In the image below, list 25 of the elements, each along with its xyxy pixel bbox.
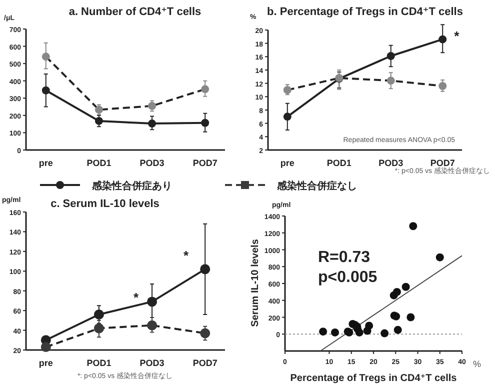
annotation: * bbox=[454, 28, 460, 44]
legend-label: 感染性合併症なし bbox=[276, 180, 357, 192]
annotation: p<0.005 bbox=[318, 269, 378, 286]
x-tick-label: POD3 bbox=[140, 158, 164, 168]
chart-title: c. Serum IL-10 levels bbox=[50, 198, 160, 210]
x-axis-title: Percentage of Tregs in CD4⁺T cells bbox=[290, 373, 458, 384]
x-tick-label: POD1 bbox=[86, 358, 112, 368]
x-tick-label: POD7 bbox=[192, 158, 218, 168]
x-tick-label: POD7 bbox=[430, 158, 455, 168]
x-tick-label: POD3 bbox=[378, 158, 404, 168]
x-tick-label: POD1 bbox=[86, 158, 112, 168]
annotation: R=0.73 bbox=[318, 249, 370, 266]
legend-label: 感染性合併症あり bbox=[91, 180, 172, 192]
x-tick-label: POD1 bbox=[326, 158, 352, 168]
x-tick-label: POD3 bbox=[140, 358, 164, 368]
x-tick-label: pre bbox=[38, 358, 53, 368]
chart-title: b. Percentage of Tregs in CD4⁺T cells bbox=[267, 6, 463, 18]
x-tick-label: pre bbox=[280, 158, 294, 168]
text: % bbox=[473, 359, 482, 369]
x-tick-label: pre bbox=[38, 158, 53, 168]
y-axis-title: Serum IL-10 levels bbox=[250, 238, 261, 327]
annotation: * bbox=[183, 248, 190, 263]
annotation: * bbox=[133, 290, 140, 305]
x-tick-label: POD7 bbox=[192, 358, 218, 368]
chart-title: a. Number of CD4⁺T cells bbox=[68, 6, 202, 18]
